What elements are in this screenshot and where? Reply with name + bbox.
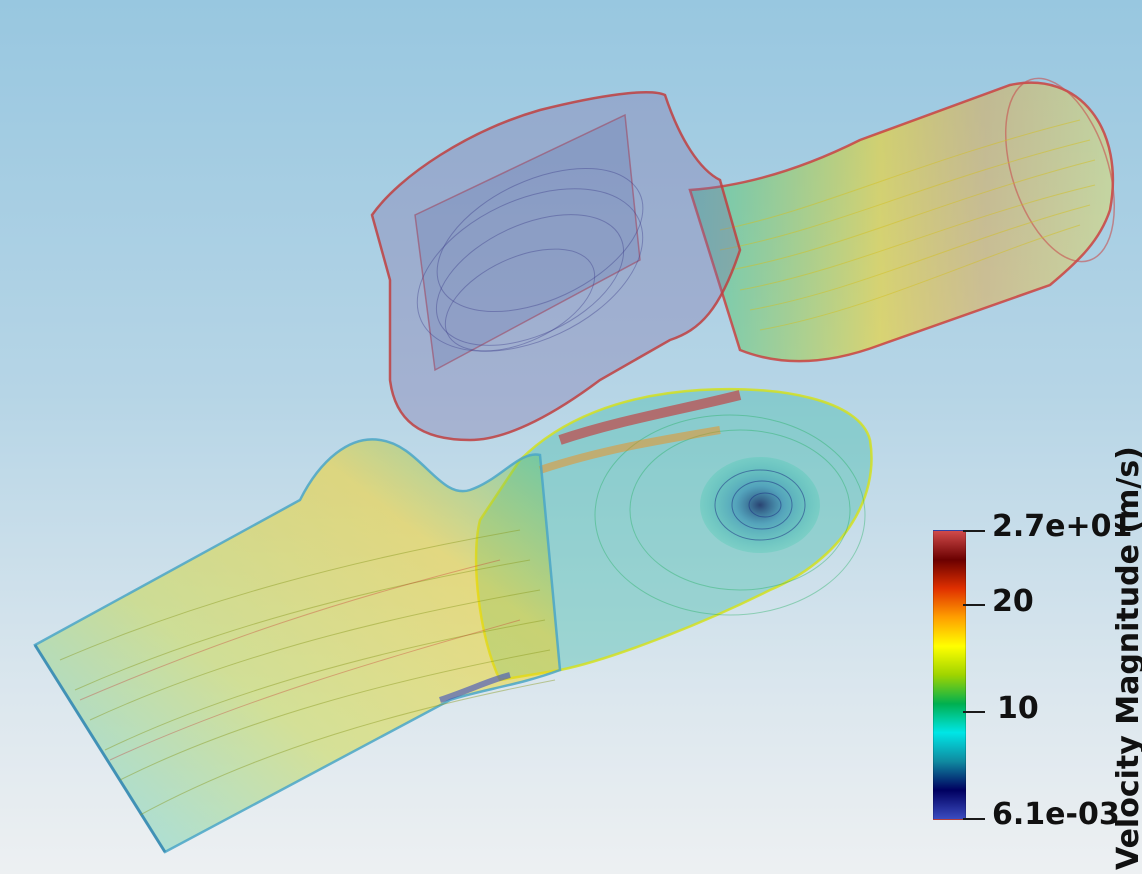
elbow-section (474, 387, 873, 682)
inlet-pipe (33, 438, 562, 854)
vortex-core (700, 457, 820, 553)
valve-chamber (370, 91, 742, 442)
outlet-pipe (688, 77, 1116, 363)
